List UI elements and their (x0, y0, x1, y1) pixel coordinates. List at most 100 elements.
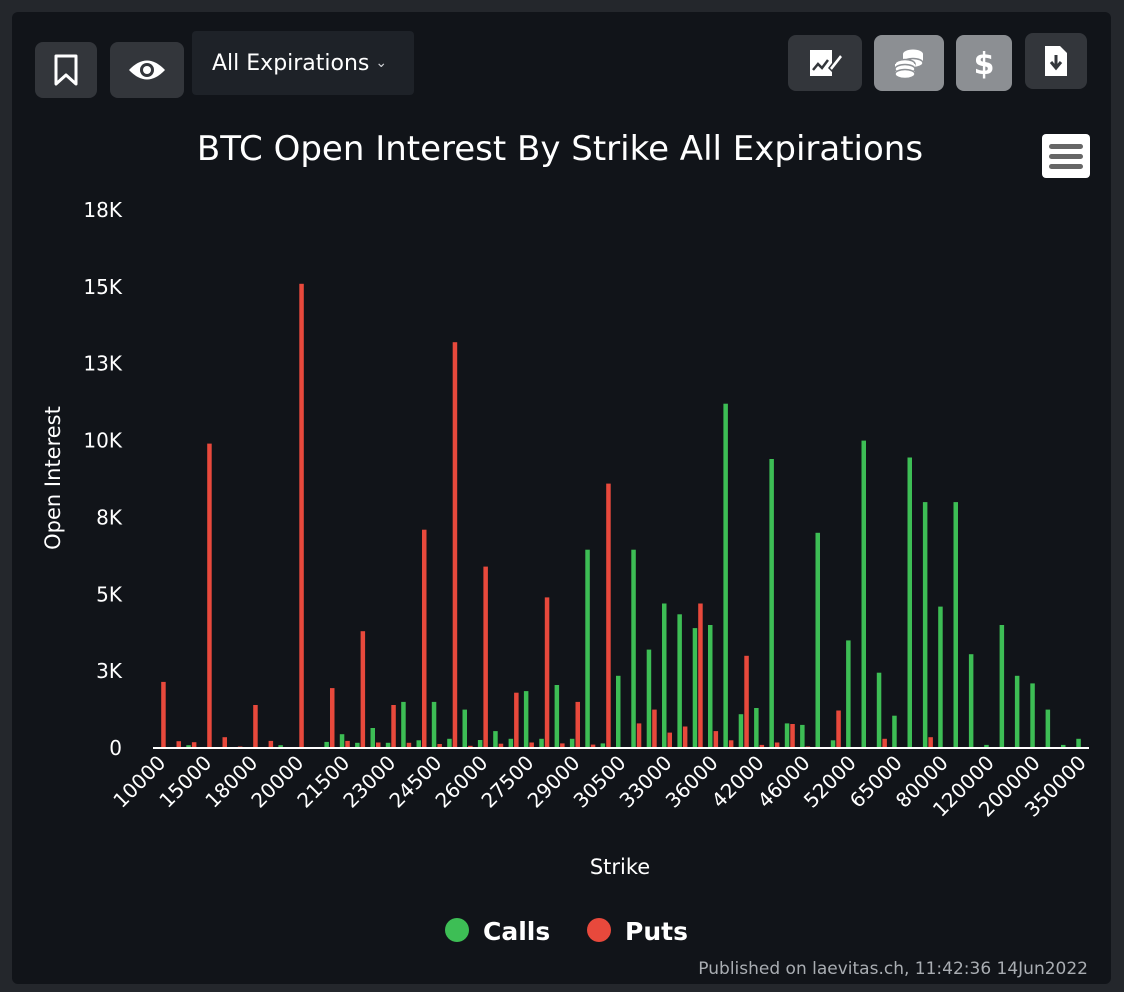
call-bar[interactable] (186, 745, 191, 748)
call-bar[interactable] (907, 457, 913, 749)
call-bar[interactable] (846, 640, 851, 748)
call-bar[interactable] (370, 728, 376, 748)
dollar-button[interactable]: $ (956, 35, 1012, 91)
put-bar[interactable] (360, 631, 366, 748)
put-bar[interactable] (698, 603, 703, 749)
put-bar[interactable] (191, 742, 197, 748)
call-bar[interactable] (554, 685, 560, 748)
put-bar[interactable] (652, 709, 657, 748)
put-bar[interactable] (590, 744, 596, 748)
put-bar[interactable] (774, 742, 780, 749)
put-bar[interactable] (606, 483, 611, 748)
put-bar[interactable] (376, 742, 381, 749)
coins-button[interactable] (874, 35, 944, 91)
put-bar[interactable] (836, 710, 841, 749)
put-bar[interactable] (483, 566, 488, 748)
call-bar[interactable] (569, 738, 575, 748)
call-bar[interactable] (876, 672, 882, 748)
call-bar[interactable] (754, 708, 759, 748)
put-bar[interactable] (330, 688, 335, 748)
put-bar[interactable] (468, 745, 473, 748)
put-bar[interactable] (498, 743, 504, 748)
edit-chart-button[interactable] (788, 35, 862, 91)
call-bar[interactable] (953, 502, 959, 748)
call-bar[interactable] (646, 649, 652, 748)
call-bar[interactable] (692, 628, 698, 748)
call-bar[interactable] (938, 606, 943, 748)
call-bar[interactable] (523, 691, 529, 748)
call-bar[interactable] (677, 614, 682, 748)
put-bar[interactable] (790, 724, 795, 748)
call-bar[interactable] (922, 502, 928, 748)
call-bar[interactable] (1061, 744, 1066, 748)
call-bar[interactable] (447, 738, 452, 748)
call-bar[interactable] (585, 549, 590, 748)
call-bar[interactable] (861, 440, 867, 748)
call-bar[interactable] (401, 701, 406, 748)
put-bar[interactable] (529, 742, 534, 749)
put-bar[interactable] (928, 737, 933, 748)
call-bar[interactable] (662, 603, 667, 749)
call-bar[interactable] (723, 403, 728, 748)
call-bar[interactable] (631, 549, 636, 748)
call-bar[interactable] (431, 701, 437, 748)
call-bar[interactable] (769, 459, 774, 748)
put-bar[interactable] (667, 732, 673, 748)
download-button[interactable] (1025, 33, 1087, 89)
call-bar[interactable] (738, 714, 744, 748)
call-bar[interactable] (616, 675, 621, 748)
put-bar[interactable] (161, 681, 166, 748)
call-bar[interactable] (324, 741, 329, 748)
put-bar[interactable] (575, 701, 581, 748)
call-bar[interactable] (1076, 738, 1081, 748)
put-bar[interactable] (345, 740, 350, 748)
put-bar[interactable] (391, 705, 396, 748)
call-bar[interactable] (462, 709, 468, 748)
call-bar[interactable] (984, 744, 989, 748)
put-bar[interactable] (176, 741, 182, 748)
call-bar[interactable] (508, 738, 514, 748)
call-bar[interactable] (892, 715, 897, 748)
call-bar[interactable] (493, 731, 498, 748)
call-bar[interactable] (477, 740, 483, 748)
call-bar[interactable] (416, 740, 422, 748)
put-bar[interactable] (759, 744, 765, 748)
call-bar[interactable] (999, 625, 1005, 748)
put-bar[interactable] (636, 723, 642, 748)
put-bar[interactable] (744, 655, 749, 748)
call-bar[interactable] (830, 740, 836, 748)
call-bar[interactable] (539, 738, 544, 748)
call-bar[interactable] (968, 654, 974, 748)
put-bar[interactable] (452, 342, 458, 748)
call-bar[interactable] (708, 625, 713, 748)
call-bar[interactable] (1045, 709, 1051, 748)
legend-puts[interactable]: Puts (587, 917, 688, 946)
bookmark-button[interactable] (35, 42, 97, 98)
put-bar[interactable] (437, 744, 442, 748)
put-bar[interactable] (882, 738, 887, 748)
call-bar[interactable] (278, 745, 283, 748)
call-bar[interactable] (339, 734, 345, 748)
call-bar[interactable] (815, 532, 821, 748)
expiration-dropdown[interactable]: All Expirations ⌄ (192, 31, 414, 95)
put-bar[interactable] (253, 705, 258, 748)
put-bar[interactable] (422, 529, 427, 748)
legend-calls[interactable]: Calls (445, 917, 550, 946)
call-bar[interactable] (385, 742, 391, 748)
put-bar[interactable] (268, 740, 274, 748)
put-bar[interactable] (207, 443, 212, 748)
call-bar[interactable] (600, 743, 606, 748)
put-bar[interactable] (728, 740, 734, 748)
put-bar[interactable] (560, 743, 565, 748)
put-bar[interactable] (514, 692, 519, 748)
call-bar[interactable] (784, 723, 790, 748)
put-bar[interactable] (682, 726, 688, 749)
call-bar[interactable] (1030, 683, 1035, 748)
call-bar[interactable] (800, 724, 805, 748)
put-bar[interactable] (713, 731, 719, 748)
put-bar[interactable] (222, 737, 228, 748)
chart-menu-button[interactable] (1042, 134, 1090, 178)
visibility-button[interactable] (110, 42, 184, 98)
put-bar[interactable] (544, 597, 550, 748)
call-bar[interactable] (355, 742, 360, 748)
